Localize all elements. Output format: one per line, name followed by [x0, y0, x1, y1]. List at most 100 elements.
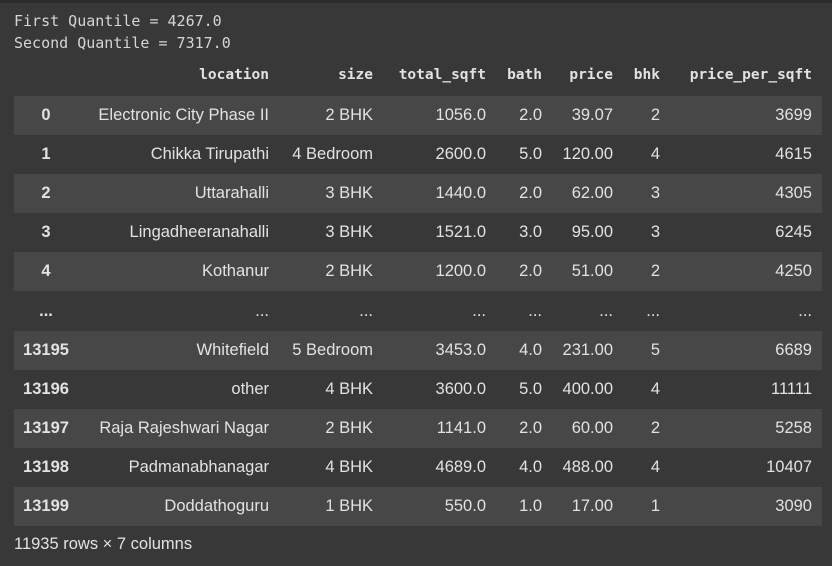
- table-cell: Uttarahalli: [194, 184, 269, 203]
- row-index: 13196: [23, 379, 69, 398]
- table-cell: 2: [650, 106, 660, 124]
- table-cell: 5: [650, 340, 660, 359]
- table-cell: 4689.0: [435, 457, 486, 476]
- table-cell: 4250: [775, 262, 812, 281]
- table-cell: 60.00: [571, 418, 613, 437]
- table-cell: 6245: [775, 223, 812, 242]
- table-cell: Doddathoguru: [164, 497, 269, 515]
- table-cell: ...: [798, 301, 812, 320]
- table-cell: 4 BHK: [325, 457, 373, 476]
- table-cell: 1: [650, 497, 660, 515]
- column-header: location: [199, 67, 269, 83]
- table-cell: 2 BHK: [325, 262, 373, 281]
- column-header: total_sqft: [398, 67, 486, 83]
- table-cell: 550.0: [444, 497, 486, 515]
- table-cell: 5.0: [519, 145, 542, 164]
- table-cell: 51.00: [571, 262, 613, 281]
- table-cell: 2.0: [519, 418, 542, 437]
- table-cell: 3090: [775, 497, 812, 515]
- column-header: bhk: [633, 67, 660, 83]
- table-cell: 2.0: [519, 106, 542, 124]
- table-cell: 120.00: [562, 145, 613, 164]
- table-cell: ...: [599, 301, 613, 320]
- row-index: 13195: [23, 340, 69, 359]
- table-cell: 1056.0: [435, 106, 486, 124]
- row-background: [14, 96, 822, 135]
- table-cell: 400.00: [562, 379, 613, 398]
- row-index: 0: [41, 106, 51, 124]
- table-cell: Raja Rajeshwari Nagar: [99, 418, 269, 437]
- table-cell: 2600.0: [435, 145, 486, 164]
- table-cell: Whitefield: [196, 340, 269, 359]
- table-cell: 3: [650, 184, 660, 203]
- table-cell: 6689: [775, 340, 812, 359]
- table-cell: 1 BHK: [325, 497, 373, 515]
- table-cell: 1.0: [519, 497, 542, 515]
- table-cell: 3453.0: [435, 340, 486, 359]
- table-cell: ...: [472, 301, 486, 320]
- column-header: bath: [507, 67, 542, 83]
- row-index: 2: [41, 184, 51, 203]
- table-cell: 4615: [775, 145, 812, 164]
- row-background: [14, 330, 822, 370]
- row-background: [14, 487, 822, 526]
- table-cell: 2 BHK: [325, 106, 373, 124]
- table-cell: 4305: [775, 184, 812, 203]
- output-line: Second Quantile = 7317.0: [14, 34, 231, 52]
- table-cell: 3: [650, 223, 660, 242]
- table-cell: 10407: [766, 457, 812, 476]
- table-cell: 17.00: [571, 497, 613, 515]
- table-cell: Chikka Tirupathi: [150, 145, 269, 164]
- table-cell: 4 Bedroom: [292, 145, 373, 164]
- table-cell: 5.0: [519, 379, 542, 398]
- column-header: size: [338, 67, 373, 83]
- table-cell: Lingadheeranahalli: [129, 223, 269, 242]
- table-cell: 4: [650, 457, 660, 476]
- table-cell: 4.0: [519, 340, 542, 359]
- table-cell: 4.0: [519, 457, 542, 476]
- row-index: 1: [41, 145, 51, 164]
- top-border: [0, 0, 832, 3]
- table-cell: 2.0: [519, 262, 542, 281]
- row-index: 13197: [23, 418, 69, 437]
- table-cell: 231.00: [562, 340, 613, 359]
- row-index: 13198: [23, 457, 69, 476]
- table-cell: 3699: [775, 106, 812, 124]
- table-footer: 11935 rows × 7 columns: [14, 535, 193, 553]
- row-background: [14, 174, 822, 214]
- table-cell: Electronic City Phase II: [98, 106, 269, 124]
- table-cell: Kothanur: [202, 262, 269, 281]
- table-cell: 5 Bedroom: [292, 340, 373, 359]
- table-cell: Padmanabhanagar: [128, 457, 269, 476]
- output-line: First Quantile = 4267.0: [14, 12, 222, 30]
- table-cell: 95.00: [571, 223, 613, 242]
- row-index: 13199: [23, 497, 69, 515]
- table-cell: 4: [650, 379, 660, 398]
- table-cell: other: [231, 379, 269, 398]
- table-cell: 1200.0: [435, 262, 486, 281]
- table-cell: ...: [255, 301, 269, 320]
- table-cell: 39.07: [571, 106, 613, 124]
- table-cell: 3600.0: [435, 379, 486, 398]
- row-index: 3: [41, 223, 51, 242]
- row-background: [14, 408, 822, 448]
- table-cell: 2.0: [519, 184, 542, 203]
- table-cell: 62.00: [571, 184, 613, 203]
- table-cell: 4 BHK: [325, 379, 373, 398]
- table-cell: 2: [650, 418, 660, 437]
- table-cell: ...: [528, 301, 542, 320]
- table-cell: 1521.0: [435, 223, 486, 242]
- row-index: ...: [39, 301, 53, 320]
- table-cell: 488.00: [562, 457, 613, 476]
- table-cell: 1141.0: [436, 418, 486, 437]
- table-cell: 3 BHK: [325, 223, 373, 242]
- table-cell: 1440.0: [435, 184, 486, 203]
- column-header: price_per_sqft: [689, 67, 812, 83]
- column-header: price: [569, 67, 613, 83]
- table-cell: 5258: [775, 418, 812, 437]
- table-cell: 2: [650, 262, 660, 281]
- table-cell: 2 BHK: [325, 418, 373, 437]
- table-cell: 3.0: [519, 223, 542, 242]
- table-cell: 3 BHK: [325, 184, 373, 203]
